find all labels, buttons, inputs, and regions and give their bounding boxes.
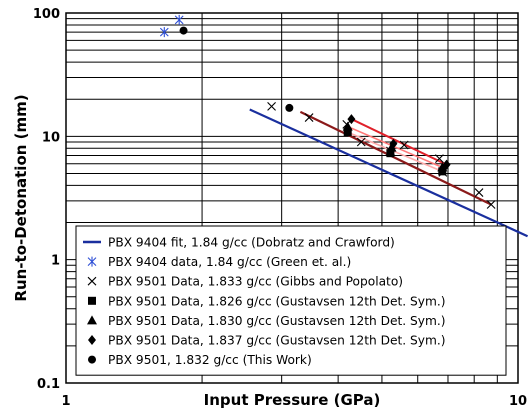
fit-line xyxy=(299,110,492,206)
plot-area-frame xyxy=(65,12,519,384)
x-marker xyxy=(486,200,496,209)
legend-entry-label: PBX 9501 Data, 1.833 g/cc (Gibbs and Pop… xyxy=(108,275,403,289)
x-axis-title: Input Pressure (GPa) xyxy=(204,391,381,409)
x-marker xyxy=(474,188,484,197)
triangle-marker xyxy=(386,142,397,152)
asterisk-marker xyxy=(174,14,184,25)
x-marker xyxy=(87,276,97,286)
x-marker xyxy=(267,101,276,111)
legend-entry-label: PBX 9501 Data, 1.826 g/cc (Gustavsen 12t… xyxy=(108,294,445,308)
y-tick-label: 10 xyxy=(42,130,60,145)
y-axis-title: Run-to-Detonation (mm) xyxy=(12,94,30,301)
x-marker xyxy=(434,154,444,163)
x-marker xyxy=(304,113,314,122)
series-lines xyxy=(249,108,529,238)
circle-marker xyxy=(285,103,294,112)
data-points xyxy=(159,14,496,209)
fit-line xyxy=(347,131,443,173)
y-tick-label: 100 xyxy=(33,7,60,22)
legend-entry-label: PBX 9501 Data, 1.837 g/cc (Gustavsen 12t… xyxy=(108,334,445,348)
x-marker xyxy=(356,137,366,147)
x-tick-label: 1 xyxy=(61,394,70,409)
legend-entry-label: PBX 9404 data, 1.84 g/cc (Green et. al.) xyxy=(108,255,351,269)
diamond-marker xyxy=(389,138,398,149)
legend-entry-label: PBX 9501, 1.832 g/cc (This Work) xyxy=(108,353,312,367)
square-marker xyxy=(88,296,96,305)
triangle-marker xyxy=(342,121,353,131)
diamond-marker xyxy=(88,335,96,345)
circle-marker xyxy=(88,355,96,364)
square-marker xyxy=(343,128,352,137)
legend-box xyxy=(75,225,507,376)
series-line xyxy=(249,108,529,238)
legend-entry-label: PBX 9404 fit, 1.84 g/cc (Dobratz and Cra… xyxy=(108,236,395,250)
diamond-marker xyxy=(442,159,451,170)
asterisk-marker xyxy=(87,256,97,267)
y-tick-label: 1 xyxy=(51,254,60,269)
square-marker xyxy=(386,149,395,158)
triangle-marker xyxy=(87,315,97,325)
x-tick-label: 10 xyxy=(509,394,527,409)
legend-entry-label: PBX 9501 Data, 1.830 g/cc (Gustavsen 12t… xyxy=(108,314,445,328)
diamond-marker xyxy=(347,114,356,125)
y-tick-label: 0.1 xyxy=(37,377,60,392)
legend: PBX 9404 fit, 1.84 g/cc (Dobratz and Cra… xyxy=(75,225,507,376)
triangle-marker xyxy=(437,162,448,172)
circle-marker xyxy=(179,26,188,35)
asterisk-marker xyxy=(159,27,169,38)
x-marker xyxy=(399,140,409,150)
fit-line xyxy=(350,118,448,166)
fit-line xyxy=(347,125,443,169)
